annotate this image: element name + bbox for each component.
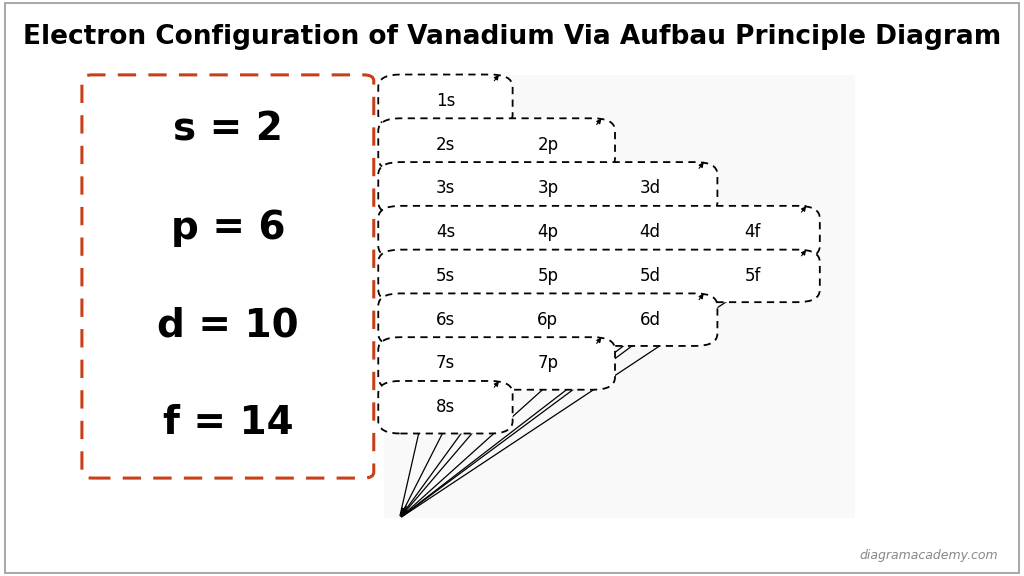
Text: 6s: 6s (436, 310, 455, 329)
Text: 5p: 5p (538, 267, 558, 285)
Text: s = 2: s = 2 (173, 111, 283, 149)
FancyBboxPatch shape (378, 162, 718, 215)
Text: diagramacademy.com: diagramacademy.com (860, 548, 998, 562)
Text: 3d: 3d (640, 179, 660, 198)
Text: 1s: 1s (436, 92, 455, 110)
Text: 8s: 8s (436, 398, 455, 416)
Text: 2p: 2p (538, 135, 558, 154)
FancyBboxPatch shape (378, 381, 513, 434)
FancyBboxPatch shape (378, 249, 820, 302)
Text: 6d: 6d (640, 310, 660, 329)
Text: d = 10: d = 10 (157, 306, 299, 344)
Text: 4s: 4s (436, 223, 455, 241)
FancyBboxPatch shape (82, 75, 374, 478)
FancyBboxPatch shape (378, 118, 615, 171)
Text: 6p: 6p (538, 310, 558, 329)
FancyBboxPatch shape (378, 206, 820, 259)
Text: p = 6: p = 6 (171, 209, 285, 247)
Text: 7p: 7p (538, 354, 558, 373)
FancyBboxPatch shape (378, 293, 718, 346)
Text: 7s: 7s (436, 354, 455, 373)
Text: 3p: 3p (538, 179, 558, 198)
Text: 4f: 4f (744, 223, 761, 241)
FancyBboxPatch shape (384, 75, 855, 518)
Text: f = 14: f = 14 (163, 404, 293, 442)
Text: 4d: 4d (640, 223, 660, 241)
FancyBboxPatch shape (378, 74, 513, 127)
Text: 5s: 5s (436, 267, 455, 285)
Text: 5f: 5f (744, 267, 761, 285)
Text: 5d: 5d (640, 267, 660, 285)
Text: Electron Configuration of Vanadium Via Aufbau Principle Diagram: Electron Configuration of Vanadium Via A… (23, 24, 1001, 51)
Text: 3s: 3s (436, 179, 455, 198)
FancyBboxPatch shape (5, 3, 1019, 573)
Text: 4p: 4p (538, 223, 558, 241)
Text: 2s: 2s (436, 135, 455, 154)
FancyBboxPatch shape (378, 337, 615, 390)
